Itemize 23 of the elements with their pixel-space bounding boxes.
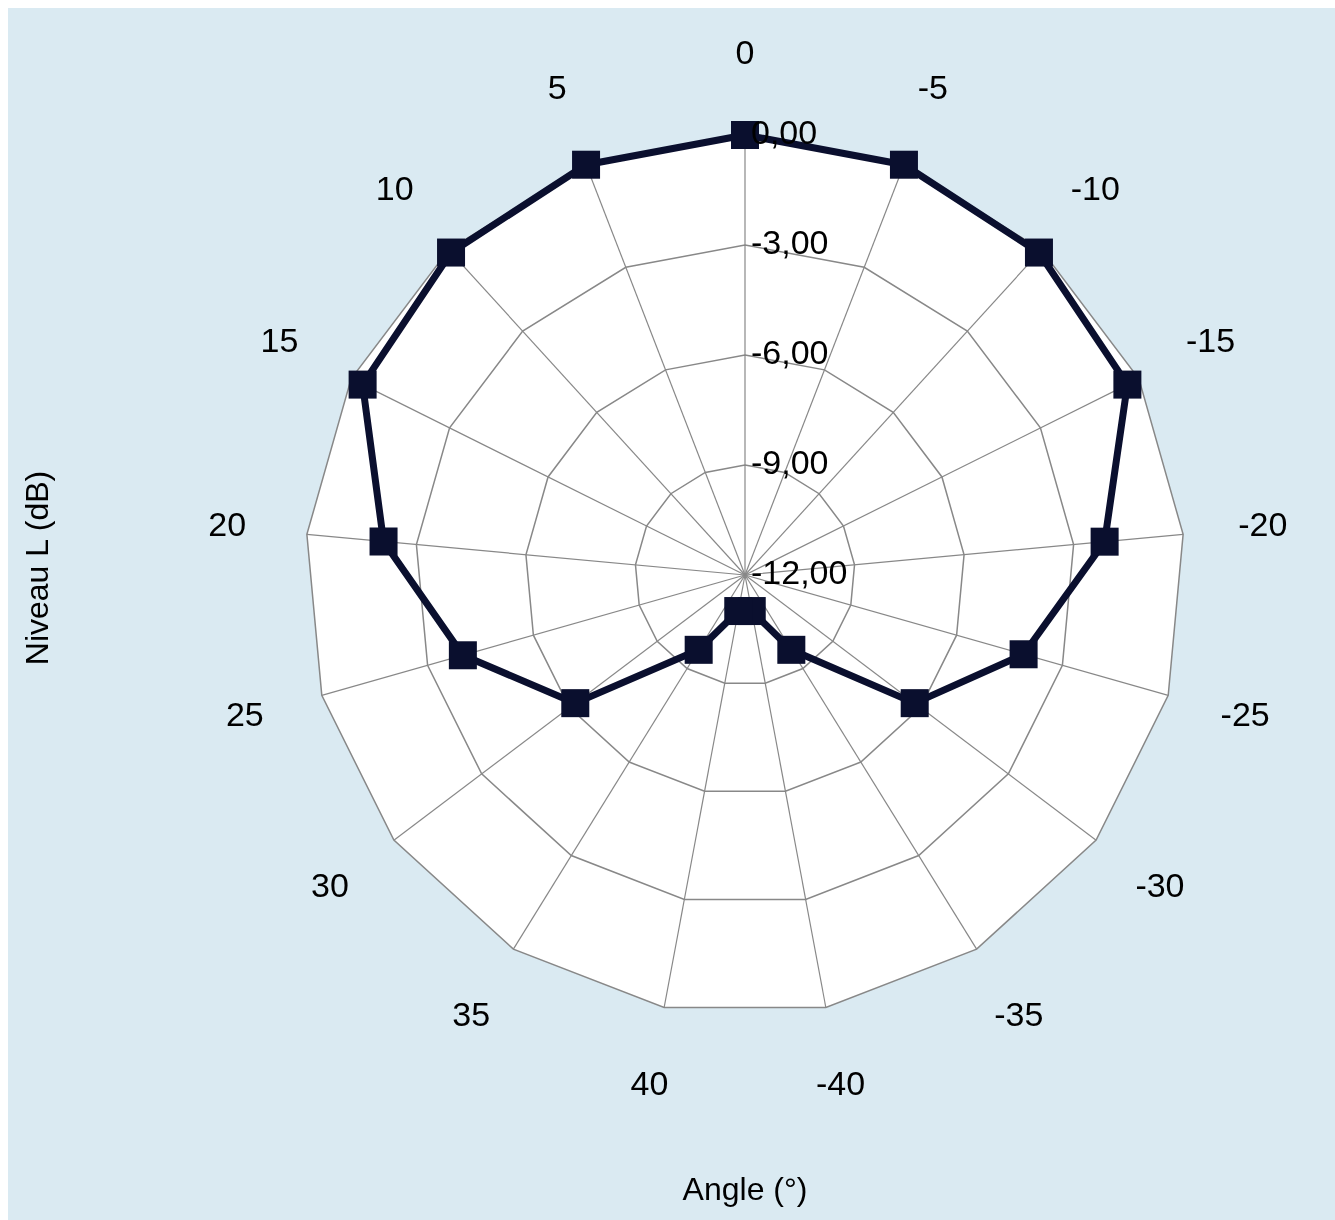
spoke-label: -15 <box>1185 321 1236 360</box>
spoke-label: 20 <box>208 505 247 543</box>
spoke-label: -20 <box>1238 505 1288 543</box>
text: Niveau L (dB) <box>19 470 55 666</box>
y-tick-label: -3,00 <box>751 222 829 261</box>
spoke-label: 10 <box>375 168 414 207</box>
spoke-label: 30 <box>311 866 349 905</box>
spoke-label: -40 <box>815 1064 866 1103</box>
spoke-label: 0 <box>735 32 755 71</box>
spoke-label: -10 <box>1070 168 1120 207</box>
spoke-label: 15 <box>260 321 299 360</box>
text: Angle (°) <box>682 1171 808 1207</box>
y-tick-label: -9,00 <box>751 442 829 481</box>
spoke-label: 25 <box>225 695 264 734</box>
y-tick-label: -12,00 <box>751 552 848 591</box>
spoke-label: -25 <box>1220 695 1270 734</box>
spoke-label: 5 <box>547 68 567 107</box>
spoke-label: 35 <box>452 995 491 1034</box>
spoke-label: -5 <box>917 68 948 107</box>
spoke-label: -30 <box>1135 866 1185 905</box>
y-tick-label: -6,00 <box>751 332 829 371</box>
spoke-label: -35 <box>994 995 1044 1034</box>
spoke-label: 40 <box>630 1064 669 1103</box>
